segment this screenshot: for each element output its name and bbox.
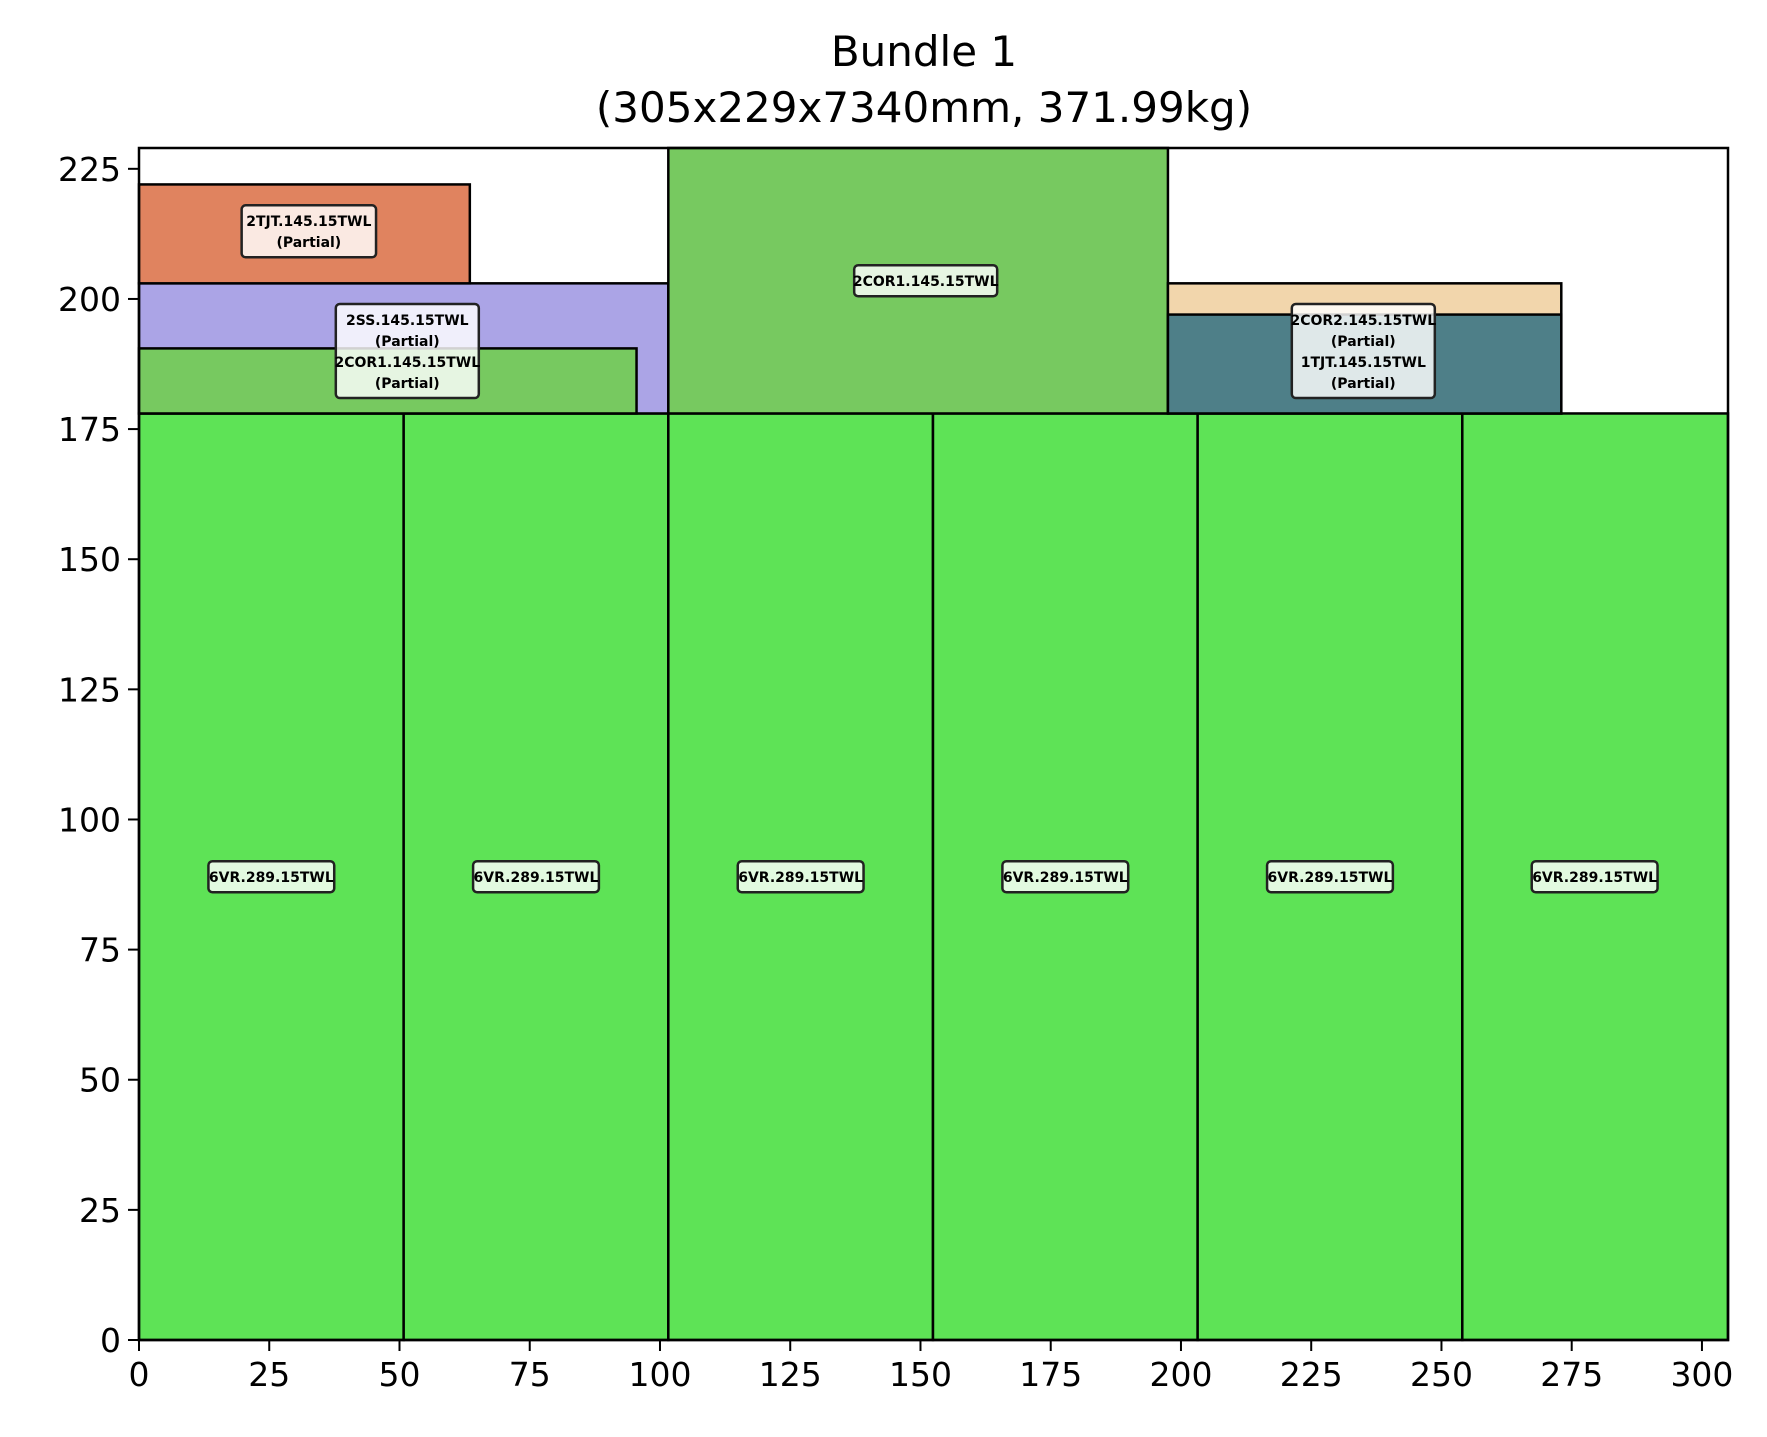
item-label: 6VR.289.15TWL <box>1001 859 1130 894</box>
x-tick-label: 100 <box>628 1355 691 1394</box>
y-tick-label: 100 <box>58 800 121 839</box>
x-tick-label: 150 <box>889 1355 952 1394</box>
x-tick-label: 175 <box>1019 1355 1082 1394</box>
y-tick-label: 125 <box>58 670 121 709</box>
x-tick-label: 25 <box>248 1355 290 1394</box>
label-box <box>207 859 336 894</box>
label-box <box>1265 859 1395 894</box>
x-tick-label: 0 <box>129 1355 150 1394</box>
plot-frame <box>137 146 1730 1342</box>
label-text: (Partial) <box>1331 334 1396 350</box>
axes: 0 25 50 75 100 125 150 175 200 225 250 275 300 0 25 50 7… <box>58 150 1733 1394</box>
label-box <box>1290 302 1437 400</box>
x-tick-label: 275 <box>1540 1355 1603 1394</box>
item-label: 2COR1.145.15TWL <box>852 263 999 298</box>
x-tick-label: 225 <box>1280 1355 1343 1394</box>
item-label: 6VR.289.15TWL <box>736 859 865 894</box>
label-text: 2TJT.145.15TWL <box>246 214 371 230</box>
item-label: 6VR.289.15TWL <box>1265 859 1395 894</box>
label-text: 6VR.289.15TWL <box>1003 870 1128 886</box>
item-label: 2TJT.145.15TWL (Partial) <box>240 204 378 259</box>
y-tick-label: 225 <box>58 150 121 189</box>
item-labels: 2TJT.145.15TWL (Partial) 2SS.145.15TWL (Par… <box>207 204 1659 894</box>
label-box <box>334 302 481 400</box>
y-tick-label: 50 <box>79 1061 121 1100</box>
x-tick-label: 50 <box>378 1355 420 1394</box>
label-text: (Partial) <box>1331 376 1396 392</box>
x-tick-label: 125 <box>759 1355 822 1394</box>
item-label: 6VR.289.15TWL <box>207 859 336 894</box>
label-text: 6VR.289.15TWL <box>209 870 334 886</box>
label-box <box>1530 859 1659 894</box>
label-text: 2COR1.145.15TWL <box>334 355 480 371</box>
y-tick-label: 150 <box>58 540 121 579</box>
y-tick-label: 75 <box>79 931 121 970</box>
label-box <box>1001 859 1130 894</box>
label-box <box>240 204 378 259</box>
label-text: 2COR2.145.15TWL <box>1290 313 1436 329</box>
label-text: (Partial) <box>375 376 440 392</box>
label-text: 1TJT.145.15TWL <box>1301 355 1426 371</box>
label-box <box>852 263 999 298</box>
item-label: 2COR2.145.15TWL (Partial) 1TJT.145.15TWL (P… <box>1290 302 1437 400</box>
chart-title-line2: (305x229x7340mm, 371.99kg) <box>596 83 1252 132</box>
y-tick-label: 0 <box>100 1321 121 1360</box>
x-tick-label: 300 <box>1670 1355 1733 1394</box>
item-label: 6VR.289.15TWL <box>1530 859 1659 894</box>
y-tick-label: 200 <box>58 280 121 319</box>
item-label: 6VR.289.15TWL <box>471 859 601 894</box>
label-text: 2COR1.145.15TWL <box>853 274 999 290</box>
label-text: 6VR.289.15TWL <box>738 870 863 886</box>
label-text: 6VR.289.15TWL <box>474 870 599 886</box>
label-text: (Partial) <box>375 334 440 350</box>
item-label: 2SS.145.15TWL (Partial) 2COR1.145.15TWL (Pa… <box>334 302 481 400</box>
label-text: 6VR.289.15TWL <box>1268 870 1393 886</box>
label-text: (Partial) <box>276 235 341 251</box>
chart-title-line1: Bundle 1 <box>831 27 1017 76</box>
x-tick-label: 250 <box>1410 1355 1473 1394</box>
label-text: 6VR.289.15TWL <box>1532 870 1657 886</box>
label-box <box>471 859 601 894</box>
label-box <box>736 859 865 894</box>
label-text: 2SS.145.15TWL <box>346 313 469 329</box>
x-tick-label: 200 <box>1149 1355 1212 1394</box>
x-tick-label: 75 <box>509 1355 551 1394</box>
y-tick-label: 25 <box>79 1191 121 1230</box>
y-tick-label: 175 <box>58 410 121 449</box>
